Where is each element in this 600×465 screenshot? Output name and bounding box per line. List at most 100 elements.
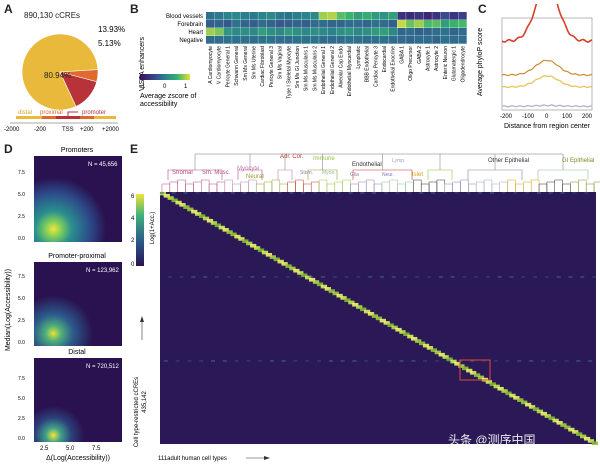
e-diag-cell: [230, 232, 237, 237]
b-col-label: Pericyte General 3: [269, 46, 275, 88]
c-xtick-4: 200: [582, 114, 593, 120]
e-diag-cell: [167, 196, 174, 200]
e-diag-cell: [489, 382, 496, 387]
e-diag-cell: [497, 386, 504, 391]
pie-label-distal: 80.94%: [44, 71, 71, 80]
b-cell: [275, 28, 284, 36]
b-cell: [240, 28, 250, 36]
e-diag-cell: [375, 316, 383, 321]
d-density-distal: [34, 358, 122, 442]
c-series-line: [501, 75, 593, 89]
e-diag-cell: [183, 205, 190, 209]
e-col-label: 111adult human cell types: [158, 456, 227, 462]
b-cell: [258, 36, 267, 44]
b-cell: [414, 12, 424, 20]
b-cell: [240, 36, 250, 44]
density-plots: Median(Log(Accessibility)) Promoters N =…: [5, 147, 122, 462]
b-cell: [336, 20, 345, 28]
b-cell: [345, 12, 354, 20]
e-diag-cell: [536, 409, 544, 414]
b-cell: [275, 36, 284, 44]
d-title-proximal: Promoter-proximal: [48, 253, 106, 260]
e-diag-cell: [344, 298, 351, 303]
b-row-label: Negative: [179, 38, 203, 44]
b-cell: [327, 20, 337, 28]
b-cell: [406, 12, 415, 20]
b-cell: [388, 36, 398, 44]
b-cell: [258, 20, 267, 28]
e-diag-cell: [513, 396, 520, 400]
e-cb-tick-6: 6: [131, 194, 135, 200]
d-n-promoters: N = 45,656: [88, 162, 118, 168]
e-diag-cell: [336, 293, 343, 298]
d-xtick-2: 7.5: [92, 446, 101, 452]
pie-label-proximal: 5.13%: [98, 39, 121, 48]
e-diag-cell: [301, 273, 308, 278]
b-col-label: Oligodendrocyte: [460, 46, 466, 83]
b-cell: [223, 12, 232, 20]
tick-pos200: +200: [80, 127, 94, 133]
e-diag-cell: [395, 327, 402, 332]
group-label-endothelial: Endothelial: [352, 162, 382, 168]
e-diag-cell: [195, 212, 202, 216]
tick-neg2000: -2000: [4, 127, 20, 133]
b-cell: [397, 20, 406, 28]
e-diag-cell: [348, 300, 355, 305]
e-diag-cell: [524, 402, 532, 407]
d-ytick-mid-3: 7.5: [18, 274, 25, 280]
b-cell: [362, 36, 371, 44]
b-cell: [232, 28, 241, 36]
b-cell: [240, 12, 250, 20]
c-xtick-1: -100: [522, 114, 535, 120]
b-cell: [449, 20, 458, 28]
b-cell: [319, 36, 328, 44]
e-diag-cell: [552, 418, 559, 423]
promoter-label: promoter: [82, 110, 106, 116]
e-diag-cell: [179, 203, 186, 207]
b-cell: [362, 20, 371, 28]
region-schematic: distal proximal promoter -2000 -200 TSS …: [4, 110, 120, 133]
b-col-label: Oligo Precursor: [408, 46, 414, 81]
d-ytick-mid-0: 0.0: [18, 340, 25, 346]
d-ytick-2: 5.0: [18, 396, 25, 402]
panel-letter-d: D: [4, 142, 13, 156]
c-series-line: [501, 4, 593, 43]
b-cell: [319, 20, 328, 28]
e-diag-cell: [218, 225, 225, 230]
group-label-sm-musc: Sm. Musc.: [202, 170, 231, 176]
b-cell: [345, 36, 354, 44]
b-col-label: V Cardiomyocyte: [217, 46, 223, 84]
b-cell: [301, 36, 311, 44]
e-diag-cell: [285, 264, 292, 268]
b-cell: [371, 12, 380, 20]
e-diag-cell: [265, 252, 273, 257]
c-xtick-3: 100: [562, 114, 573, 120]
b-cell: [284, 20, 293, 28]
b-cell: [301, 28, 311, 36]
b-colorbar: [140, 74, 190, 80]
e-diag-cell: [399, 330, 406, 334]
b-cell: [310, 20, 319, 28]
e-diag-cell: [352, 302, 359, 307]
b-col-label: Lymphatic: [356, 46, 362, 69]
b-cell: [214, 20, 224, 28]
b-cell: [388, 12, 398, 20]
b-cell: [458, 20, 467, 28]
c-series-line: [501, 104, 593, 108]
b-cell: [449, 28, 458, 36]
b-cell: [449, 36, 458, 44]
b-cell: [206, 12, 215, 20]
panel-letter-a: A: [4, 2, 13, 16]
e-diag-cell: [576, 432, 583, 436]
b-col-label: BBB Endothelial: [365, 46, 371, 82]
b-cb-tick-0: 0: [163, 84, 167, 90]
b-cell: [336, 28, 345, 36]
b-cell: [380, 20, 389, 28]
e-diag-cell: [360, 307, 367, 312]
d-ytick-mid-1: 2.5: [18, 318, 25, 324]
b-cell: [406, 36, 415, 44]
b-cell: [440, 12, 450, 20]
group-label-neur: Neur.: [382, 172, 394, 178]
b-row-label: Blood vessels: [166, 14, 203, 20]
e-diag-cell: [214, 223, 221, 228]
